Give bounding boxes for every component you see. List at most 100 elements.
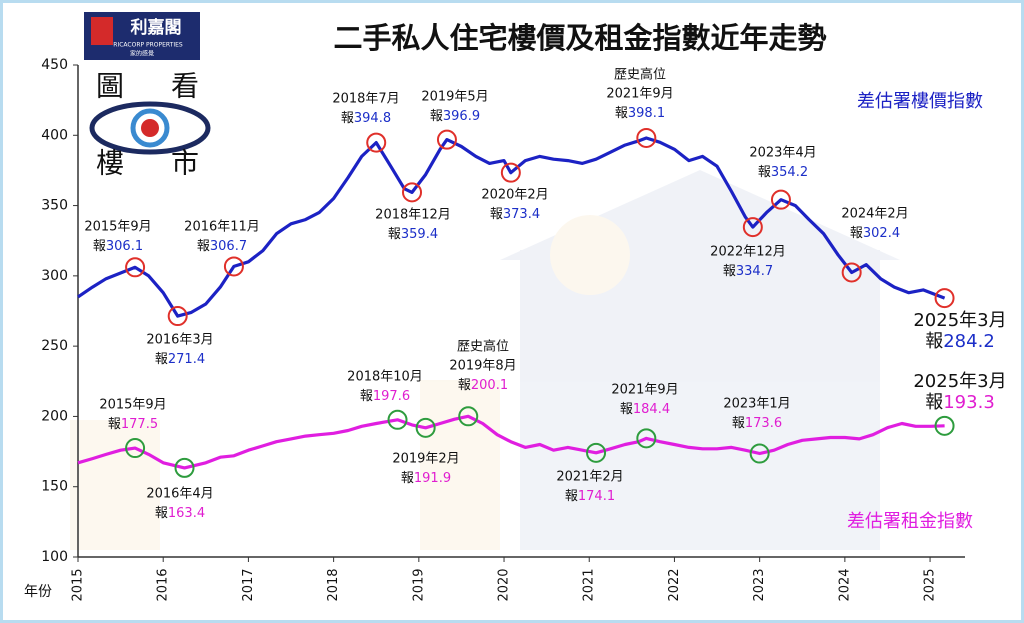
annotation-value: 報398.1 — [615, 106, 665, 121]
value-prefix: 報 — [108, 417, 121, 432]
x-tick-label: 2020 — [497, 568, 512, 601]
annotation-circle — [167, 306, 188, 327]
y-tick-label: 200 — [41, 408, 68, 424]
annotation-value: 報193.3 — [925, 392, 995, 413]
legend-label: 差估署樓價指數 — [857, 91, 983, 112]
annotation-value: 報271.4 — [155, 352, 205, 367]
value-prefix: 報 — [155, 506, 168, 521]
value-label: 398.1 — [628, 106, 665, 121]
annotation-circle — [742, 217, 763, 238]
annotation-value: 報284.2 — [925, 331, 995, 352]
annotation-date: 2019年8月 — [449, 359, 516, 374]
value-prefix: 報 — [758, 165, 771, 180]
y-tick-label: 400 — [41, 127, 68, 143]
annotation-circle — [436, 129, 457, 150]
annotation-date: 2021年9月 — [606, 87, 673, 102]
annotation-value: 報173.6 — [732, 416, 782, 431]
annotation-circle — [174, 457, 195, 478]
value-prefix: 報 — [925, 331, 943, 352]
value-label: 174.1 — [578, 489, 615, 504]
annotation-date: 2015年9月 — [99, 398, 166, 413]
annotation-date: 2019年2月 — [392, 452, 459, 467]
logo-char: 圖 — [96, 70, 124, 103]
annotation-circle — [458, 406, 479, 427]
annotation-date: 2024年2月 — [841, 207, 908, 222]
value-prefix: 報 — [490, 207, 503, 222]
value-prefix: 報 — [850, 226, 863, 241]
logo-icon — [91, 17, 113, 45]
x-tick-label: 2021 — [582, 568, 597, 601]
x-tick-label: 2019 — [411, 568, 426, 601]
value-prefix: 報 — [458, 378, 471, 393]
value-label: 394.8 — [354, 111, 391, 126]
annotation-value: 報302.4 — [850, 226, 900, 241]
logo-eye — [89, 101, 211, 155]
annotation-value: 報174.1 — [565, 489, 615, 504]
value-label: 306.1 — [106, 239, 143, 254]
annotation-date: 2016年4月 — [146, 487, 213, 502]
value-label: 191.9 — [414, 471, 451, 486]
logo-slogan: 家的感覺 — [130, 50, 154, 58]
value-label: 334.7 — [736, 264, 773, 279]
value-prefix: 報 — [93, 239, 106, 254]
value-label: 306.7 — [210, 239, 247, 254]
annotation-circle — [125, 257, 146, 278]
annotation-circle — [125, 438, 146, 459]
value-label: 373.4 — [503, 207, 540, 222]
annotation-date: 2023年4月 — [749, 146, 816, 161]
value-prefix: 報 — [565, 489, 578, 504]
x-tick-label: 2017 — [241, 568, 256, 601]
annotation-value: 報359.4 — [388, 227, 438, 242]
annotation-value: 報197.6 — [360, 389, 410, 404]
value-label: 197.6 — [373, 389, 410, 404]
chart-title: 二手私人住宅樓價及租金指數近年走勢 — [333, 21, 826, 55]
value-label: 193.3 — [943, 392, 995, 413]
annotation-circle — [586, 442, 607, 463]
x-tick-label: 2015 — [71, 568, 86, 601]
annotation-value: 報396.9 — [430, 109, 480, 124]
value-prefix: 報 — [925, 392, 943, 413]
annotation-date: 2015年9月 — [84, 220, 151, 235]
annotation-date: 2016年3月 — [146, 333, 213, 348]
logo-pupil — [141, 119, 159, 137]
y-tick-label: 250 — [41, 338, 68, 354]
logo-name: 利嘉閣 — [131, 17, 182, 38]
annotation-circle — [934, 415, 955, 436]
annotation-circle — [934, 288, 955, 309]
annotation-date: 2018年10月 — [347, 370, 423, 385]
value-prefix: 報 — [430, 109, 443, 124]
value-label: 284.2 — [943, 331, 995, 352]
annotation-value: 報306.7 — [197, 239, 247, 254]
logo-char: 市 — [171, 147, 199, 180]
annotation-date: 2018年12月 — [375, 208, 451, 223]
series-line — [77, 136, 946, 318]
value-label: 173.6 — [745, 416, 782, 431]
value-prefix: 報 — [723, 264, 736, 279]
annotation-value: 報334.7 — [723, 264, 773, 279]
logo-char: 看 — [171, 70, 199, 103]
annotation-note: 歷史高位 — [457, 339, 509, 355]
value-label: 184.4 — [633, 402, 670, 417]
annotation-value: 報394.8 — [341, 111, 391, 126]
y-tick-label: 150 — [41, 479, 68, 495]
y-tick-label: 300 — [41, 268, 68, 284]
logo-english: RICACORP PROPERTIES — [113, 42, 183, 49]
annotation-date: 2025年3月 — [913, 371, 1006, 392]
annotation-circle — [770, 189, 791, 210]
x-tick-label: 2016 — [156, 568, 171, 601]
value-label: 200.1 — [471, 378, 508, 393]
annotation-circle — [387, 409, 408, 430]
annotation-date: 2025年3月 — [913, 310, 1006, 331]
annotation-value: 報200.1 — [458, 378, 508, 393]
annotation-value: 報177.5 — [108, 417, 158, 432]
legend-label: 差估署租金指數 — [847, 511, 973, 532]
annotation-value: 報306.1 — [93, 239, 143, 254]
annotation-value: 報373.4 — [490, 207, 540, 222]
annotation-circle — [500, 162, 521, 183]
value-label: 163.4 — [168, 506, 205, 521]
annotation-circle — [841, 262, 862, 283]
value-prefix: 報 — [388, 227, 401, 242]
value-label: 354.2 — [771, 165, 808, 180]
value-label: 359.4 — [401, 227, 438, 242]
